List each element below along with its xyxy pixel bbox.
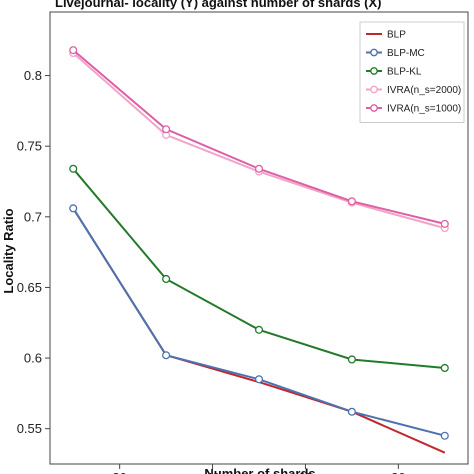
x-tick-label: 40 xyxy=(205,470,219,474)
legend: BLP BLP-MC BLP-KL IVRA(n_s=2000) IVRA(n_s=10… xyxy=(359,21,465,123)
series-5 xyxy=(69,46,449,228)
series-2 xyxy=(69,204,449,440)
y-tick-label: 0.55 xyxy=(17,421,42,436)
data-point xyxy=(347,407,356,416)
legend-item: BLP-MC xyxy=(366,48,425,59)
y-tick-label: 0.6 xyxy=(24,351,42,366)
y-tick-label: 0.75 xyxy=(17,139,42,154)
data-point xyxy=(162,274,171,284)
series-layer xyxy=(69,46,449,454)
y-tick-label: 0.65 xyxy=(17,280,42,295)
legend-label: BLP-KL xyxy=(387,67,422,78)
x-tick-label: 80 xyxy=(391,470,405,474)
x-tick-label: 20 xyxy=(112,470,126,474)
legend-item: BLP-KL xyxy=(366,67,422,78)
y-axis-title: Locality Ratio xyxy=(1,208,16,293)
data-point xyxy=(162,125,171,134)
data-point xyxy=(440,363,449,373)
legend-label: IVRA(n_s=1000) xyxy=(387,104,461,115)
data-point xyxy=(254,325,264,334)
data-point xyxy=(347,355,356,364)
legend-item: IVRA(n_s=2000) xyxy=(366,85,461,96)
legend-label: BLP xyxy=(387,30,406,41)
legend-marker xyxy=(370,104,378,112)
data-point xyxy=(440,431,449,440)
legend-item: IVRA(n_s=1000) xyxy=(366,104,461,115)
data-point xyxy=(254,164,264,173)
x-axis: 20 40 60 80 xyxy=(112,464,406,474)
data-point xyxy=(162,351,171,360)
legend-label: BLP-MC xyxy=(387,48,425,59)
data-point xyxy=(440,219,449,228)
legend-marker xyxy=(370,48,378,57)
data-point xyxy=(347,197,356,206)
y-tick-label: 0.8 xyxy=(24,68,42,83)
x-tick-label: 60 xyxy=(298,470,312,474)
data-point xyxy=(69,204,78,213)
data-point xyxy=(254,375,264,384)
legend-marker xyxy=(370,67,378,75)
legend-marker xyxy=(370,85,378,94)
series-3 xyxy=(69,164,449,373)
legend-item: BLP xyxy=(366,30,406,41)
y-axis: 0.55 0.6 0.65 0.7 0.75 0.8 xyxy=(17,68,50,436)
y-tick-label: 0.7 xyxy=(24,209,42,224)
chart-title: Livejournal- locality (Y) against number… xyxy=(55,0,382,10)
legend-label: IVRA(n_s=2000) xyxy=(387,85,461,96)
data-point xyxy=(69,46,78,55)
data-point xyxy=(69,164,78,173)
x-axis-title: Number of shards xyxy=(204,466,315,474)
